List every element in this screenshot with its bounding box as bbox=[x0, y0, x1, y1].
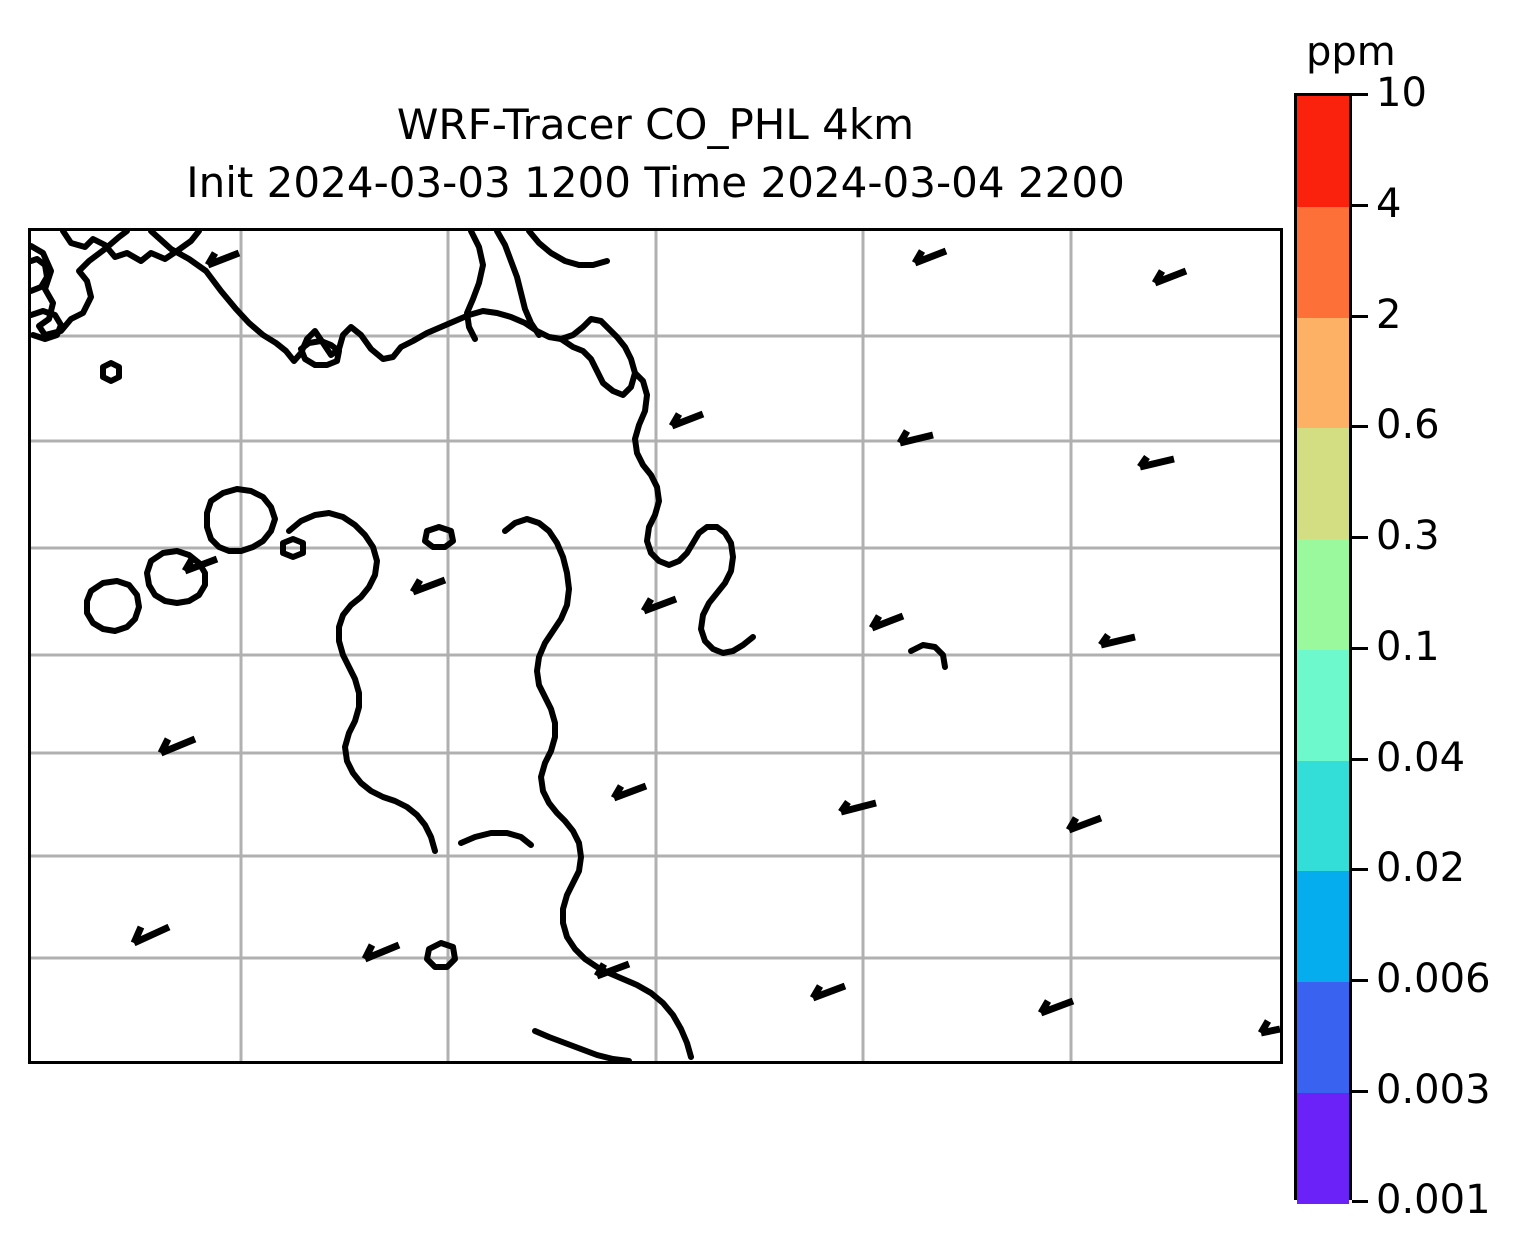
colorbar-ticklabel-0.001: 0.001 bbox=[1376, 1177, 1491, 1223]
wind-barb bbox=[130, 923, 171, 947]
wind-barb bbox=[1098, 632, 1136, 649]
coastline-island bbox=[422, 524, 456, 550]
coastline-path bbox=[144, 548, 208, 606]
colorbar-band-0.006-0.003 bbox=[1297, 982, 1349, 1093]
coastline-island bbox=[298, 338, 342, 368]
coastline-island bbox=[424, 940, 458, 970]
wind-barb bbox=[838, 799, 877, 816]
colorbar-tick bbox=[1352, 1200, 1368, 1203]
coastlines bbox=[31, 231, 948, 1061]
wind-barb bbox=[1137, 454, 1175, 471]
wind-barb bbox=[181, 555, 219, 575]
coastline-path bbox=[908, 642, 948, 670]
colorbar-band-0.003-0.001 bbox=[1297, 1092, 1349, 1204]
colorbar-tick bbox=[1352, 979, 1368, 982]
coastline-path bbox=[532, 1028, 632, 1061]
colorbar-tick bbox=[1352, 425, 1368, 428]
wind-barb bbox=[1151, 267, 1188, 287]
wind-barb bbox=[157, 735, 197, 757]
colorbar-tick bbox=[1352, 868, 1368, 871]
colorbar-ticklabel-0.6: 0.6 bbox=[1376, 402, 1440, 448]
colorbar-ticklabel-0.3: 0.3 bbox=[1376, 513, 1440, 559]
figure-title: WRF-Tracer CO_PHL 4km Init 2024-03-03 12… bbox=[28, 96, 1283, 212]
wind-barb bbox=[1257, 1019, 1280, 1037]
title-line-2: Init 2024-03-03 1200 Time 2024-03-04 220… bbox=[186, 158, 1125, 207]
coastline-path bbox=[526, 231, 610, 268]
coastline-island bbox=[100, 360, 122, 384]
wind-barb bbox=[593, 960, 631, 980]
colorbar-band-4-2 bbox=[1297, 206, 1349, 318]
coastline-path bbox=[458, 830, 534, 848]
wind-barb bbox=[911, 247, 948, 267]
coastline-path bbox=[494, 231, 542, 338]
wind-barb bbox=[361, 941, 401, 963]
wind-barb bbox=[896, 429, 934, 447]
colorbar-tick bbox=[1352, 536, 1368, 539]
wind-barb bbox=[868, 612, 905, 632]
wind-barb bbox=[668, 410, 705, 430]
coastline-path bbox=[464, 231, 486, 342]
colorbar-tick bbox=[1352, 758, 1368, 761]
wind-barb bbox=[610, 782, 648, 802]
colorbar-band-0.6-0.3 bbox=[1297, 428, 1349, 539]
coastline-path bbox=[286, 510, 438, 854]
colorbar-band-0.1-0.04 bbox=[1297, 649, 1349, 761]
colorbar-ticklabel-0.006: 0.006 bbox=[1376, 956, 1491, 1002]
coastline-path bbox=[31, 256, 50, 294]
colorbar-tick bbox=[1352, 315, 1368, 318]
map-plot-area bbox=[28, 228, 1283, 1064]
colorbar-tick bbox=[1352, 204, 1368, 207]
map-gridlines bbox=[31, 231, 1280, 1061]
colorbar-band-10-4 bbox=[1297, 96, 1349, 207]
map-svg bbox=[31, 231, 1280, 1061]
coastline-path bbox=[204, 486, 278, 554]
coastline-path bbox=[558, 316, 638, 398]
colorbar-band-0.02-0.006 bbox=[1297, 871, 1349, 982]
wind-barb bbox=[640, 595, 678, 615]
wind-barb bbox=[409, 576, 447, 596]
coastline-path bbox=[31, 308, 64, 342]
colorbar-unit-label: ppm bbox=[1306, 29, 1396, 75]
coastline-path bbox=[84, 578, 142, 634]
colorbar-ticklabel-0.04: 0.04 bbox=[1376, 735, 1466, 781]
colorbar-tick bbox=[1352, 93, 1368, 96]
coastline-island bbox=[280, 536, 306, 560]
colorbar-tick bbox=[1352, 1090, 1368, 1093]
colorbar-band-2-0.6 bbox=[1297, 317, 1349, 429]
colorbar-band-0.3-0.1 bbox=[1297, 539, 1349, 650]
coastline-path bbox=[632, 370, 756, 656]
coastline-path bbox=[31, 231, 130, 338]
colorbar[interactable] bbox=[1294, 93, 1352, 1204]
colorbar-ticklabel-4: 4 bbox=[1376, 181, 1402, 227]
wind-barbs bbox=[130, 247, 1280, 1037]
coastline-path bbox=[148, 231, 564, 364]
colorbar-ticklabel-0.02: 0.02 bbox=[1376, 845, 1466, 891]
wind-barb bbox=[1065, 814, 1103, 834]
wind-barb bbox=[809, 982, 847, 1002]
colorbar-tick bbox=[1352, 647, 1368, 650]
wind-barb bbox=[1037, 997, 1075, 1017]
colorbar-ticklabel-2: 2 bbox=[1376, 292, 1402, 338]
colorbar-ticklabel-10: 10 bbox=[1376, 70, 1427, 116]
colorbar-band-0.04-0.02 bbox=[1297, 760, 1349, 872]
wind-barb bbox=[204, 249, 241, 269]
colorbar-ticklabel-0.1: 0.1 bbox=[1376, 624, 1440, 670]
colorbar-ticklabel-0.003: 0.003 bbox=[1376, 1067, 1491, 1113]
title-line-1: WRF-Tracer CO_PHL 4km bbox=[396, 100, 915, 149]
